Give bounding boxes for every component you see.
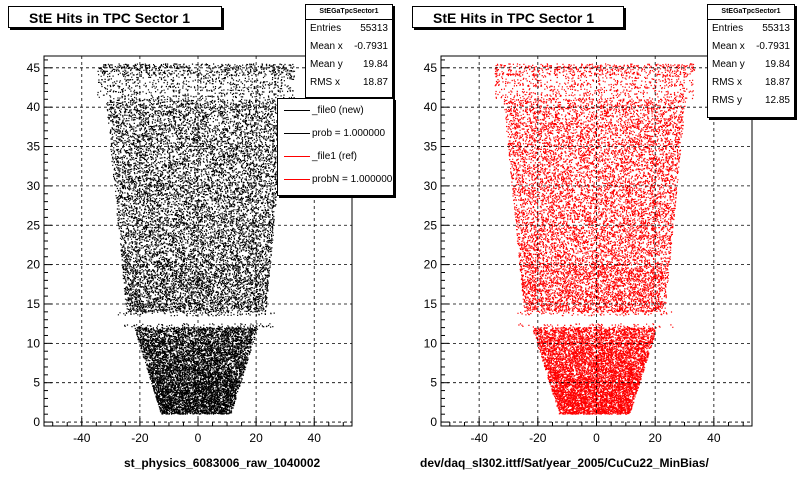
right-stats-box: StEGaTpcSector1 Entries 55313 Mean x -0.79… (707, 4, 795, 118)
stats-value: 19.84 (764, 59, 790, 70)
legend-line (284, 133, 310, 134)
stats-label: Mean y (712, 59, 745, 70)
y-tick-label: 45 (27, 61, 41, 75)
legend-entry: _file1 (ref) (278, 145, 393, 168)
y-tick-label: 10 (424, 336, 438, 350)
y-tick-label: 30 (27, 179, 41, 193)
legend-box: _file0 (new) prob = 1.000000 _file1 (ref… (277, 98, 394, 196)
stats-value: -0.7931 (354, 41, 388, 52)
legend-label: probN = 1.000000 (312, 174, 393, 185)
y-tick-label: 15 (27, 297, 41, 311)
stats-label: RMS x (310, 77, 340, 88)
right-x-axis-label: dev/daq_sl302.ittf/Sat/year_2005/CuCu22_… (420, 456, 709, 470)
legend-entry: probN = 1.000000 (278, 168, 393, 191)
y-tick-label: 20 (424, 258, 438, 272)
right-stats-row: RMS y 12.85 (708, 92, 794, 110)
y-tick-label: 0 (430, 415, 437, 429)
left-stats-row: Mean x -0.7931 (306, 38, 392, 56)
x-tick-label: -40 (470, 431, 488, 445)
x-tick-label: -40 (73, 431, 91, 445)
left-stats-row: RMS x 18.87 (306, 74, 392, 92)
y-tick-label: 0 (33, 415, 40, 429)
scatter-points (97, 63, 296, 415)
legend-label: _file1 (ref) (312, 151, 358, 162)
right-stats-row: Mean x -0.7931 (708, 38, 794, 56)
legend-label: prob = 1.000000 (312, 128, 386, 139)
x-tick-label: 20 (249, 431, 263, 445)
stats-value: 55313 (762, 23, 790, 34)
left-stats-title: StEGaTpcSector1 (306, 5, 392, 20)
y-tick-label: 35 (27, 140, 41, 154)
stats-value: 18.87 (362, 77, 388, 88)
stats-value: 18.87 (764, 77, 790, 88)
stats-value: -0.7931 (756, 41, 790, 52)
y-tick-label: 10 (27, 336, 41, 350)
left-stats-row: Entries 55313 (306, 20, 392, 38)
stats-value: 12.85 (764, 95, 790, 106)
stats-label: RMS x (712, 77, 742, 88)
x-tick-label: -20 (131, 431, 149, 445)
left-stats-box: StEGaTpcSector1 Entries 55313 Mean x -0.79… (305, 4, 393, 98)
stats-label: Mean x (712, 41, 745, 52)
stats-value: 55313 (360, 23, 388, 34)
y-tick-label: 20 (27, 258, 41, 272)
left-x-axis-label: st_physics_6083006_raw_1040002 (124, 456, 321, 470)
stats-value: 19.84 (362, 59, 388, 70)
left-chart-title: StE Hits in TPC Sector 1 (8, 6, 222, 28)
legend-line (284, 110, 310, 111)
stats-label: Mean y (310, 59, 343, 70)
x-tick-label: 0 (195, 431, 202, 445)
right-stats-title: StEGaTpcSector1 (708, 5, 794, 20)
stats-label: RMS y (712, 95, 742, 106)
right-stats-row: Mean y 19.84 (708, 56, 794, 74)
y-tick-label: 5 (430, 376, 437, 390)
right-stats-row: RMS x 18.87 (708, 74, 794, 92)
left-stats-row: Mean y 19.84 (306, 56, 392, 74)
y-tick-label: 35 (424, 140, 438, 154)
y-tick-label: 45 (424, 61, 438, 75)
stats-label: Entries (310, 23, 342, 34)
legend-label: _file0 (new) (312, 105, 364, 116)
y-tick-label: 40 (27, 100, 41, 114)
y-tick-label: 30 (424, 179, 438, 193)
y-tick-label: 25 (424, 218, 438, 232)
x-tick-label: 0 (593, 431, 600, 445)
legend-line (284, 179, 310, 180)
x-tick-label: -20 (529, 431, 547, 445)
y-tick-label: 15 (424, 297, 438, 311)
y-tick-label: 25 (27, 218, 41, 232)
stats-label: Entries (712, 23, 744, 34)
stats-label: Mean x (310, 41, 343, 52)
legend-entry: _file0 (new) (278, 99, 393, 122)
y-tick-label: 5 (33, 376, 40, 390)
right-chart-title: StE Hits in TPC Sector 1 (412, 6, 624, 28)
x-tick-label: 40 (308, 431, 322, 445)
legend-line (284, 156, 310, 157)
y-tick-label: 40 (424, 100, 438, 114)
x-tick-label: 20 (648, 431, 662, 445)
right-stats-row: Entries 55313 (708, 20, 794, 38)
legend-entry: prob = 1.000000 (278, 122, 393, 145)
scatter-points (494, 63, 696, 415)
x-tick-label: 40 (707, 431, 721, 445)
